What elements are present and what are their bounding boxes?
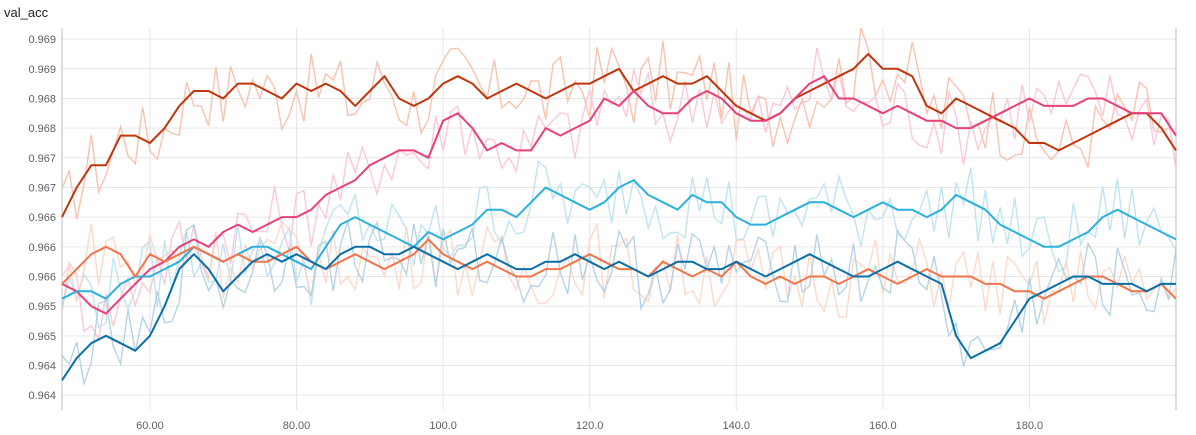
- x-tick-label: 120.0: [576, 420, 604, 432]
- y-tick-label: 0.968: [28, 93, 56, 105]
- y-tick-label: 0.966: [28, 212, 56, 224]
- series-line: [61, 245, 1176, 381]
- y-tick-label: 0.965: [28, 301, 56, 313]
- x-tick-label: 160.0: [869, 420, 897, 432]
- x-tick-label: 100.0: [429, 420, 457, 432]
- x-tick-label: 80.00: [283, 420, 311, 432]
- x-tick-label: 180.0: [1016, 420, 1044, 432]
- series-line: [61, 53, 1177, 218]
- x-tick-label: 140.0: [722, 420, 750, 432]
- y-tick-label: 0.969: [28, 34, 56, 46]
- raw-series-line: [61, 220, 1177, 325]
- y-tick-label: 0.967: [28, 182, 56, 194]
- y-tick-label: 0.967: [28, 153, 56, 165]
- raw-series-line: [61, 220, 1177, 387]
- y-tick-label: 0.966: [28, 242, 56, 254]
- series-line: [61, 179, 1177, 300]
- x-tick-label: 60.00: [136, 420, 164, 432]
- raw-series-line: [61, 47, 1177, 342]
- y-tick-label: 0.965: [28, 331, 56, 343]
- y-tick-label: 0.969: [28, 64, 56, 76]
- y-tick-label: 0.964: [28, 390, 56, 402]
- y-tick-label: 0.966: [28, 271, 56, 283]
- series-line: [61, 75, 1177, 315]
- chart-title: val_acc: [4, 5, 49, 20]
- y-tick-label: 0.968: [28, 123, 56, 135]
- y-tick-label: 0.964: [28, 360, 56, 372]
- raw-series-line: [61, 27, 1177, 220]
- series-line: [61, 238, 1177, 300]
